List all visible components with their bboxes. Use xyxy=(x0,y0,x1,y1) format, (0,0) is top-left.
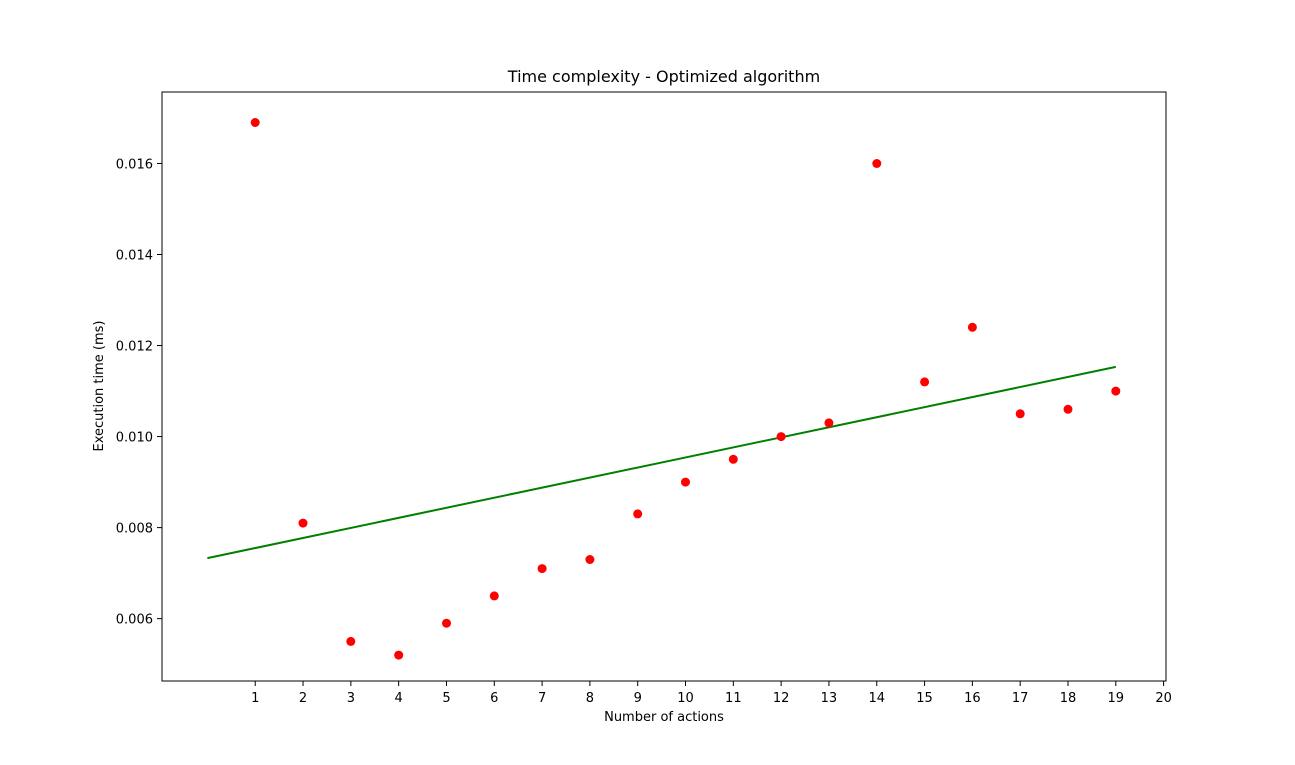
data-point xyxy=(728,454,738,464)
y-tick-label: 0.016 xyxy=(116,157,153,172)
x-tick-label: 6 xyxy=(490,691,498,706)
chart-title: Time complexity - Optimized algorithm xyxy=(507,67,820,86)
data-point xyxy=(298,518,308,528)
x-tick-label: 17 xyxy=(1012,691,1029,706)
y-tick-label: 0.012 xyxy=(116,340,153,355)
x-tick-label: 20 xyxy=(1155,691,1172,706)
data-point xyxy=(1111,386,1121,396)
data-point xyxy=(1063,404,1073,414)
data-point xyxy=(346,636,356,646)
x-tick-label: 4 xyxy=(395,691,403,706)
data-point xyxy=(920,377,930,387)
y-tick-label: 0.008 xyxy=(116,522,153,537)
data-point xyxy=(394,650,404,660)
axes: 1 2 3 4 5 6 7 8 9 10 11 12 13 14 15 16 17 18 19 200.0060.00… xyxy=(116,91,1172,706)
x-tick-label: 18 xyxy=(1060,691,1077,706)
y-tick-label: 0.014 xyxy=(116,248,153,263)
data-point xyxy=(824,418,834,428)
x-tick-label: 9 xyxy=(634,691,642,706)
x-tick-label: 5 xyxy=(442,691,450,706)
y-tick-label: 0.006 xyxy=(116,613,153,628)
data-point xyxy=(489,591,499,601)
data-point xyxy=(1015,409,1025,419)
data-point xyxy=(681,477,690,487)
data-point xyxy=(967,322,977,332)
x-tick-label: 14 xyxy=(868,691,885,706)
x-tick-label: 8 xyxy=(586,691,594,706)
x-tick-label: 2 xyxy=(299,691,307,706)
x-tick-label: 1 xyxy=(251,691,259,706)
x-tick-label: 3 xyxy=(347,691,355,706)
x-axis-label: Number of actions xyxy=(604,710,724,725)
y-tick-label: 0.010 xyxy=(116,431,153,446)
x-tick-label: 12 xyxy=(773,691,790,706)
x-tick-label: 13 xyxy=(821,691,838,706)
data-point xyxy=(633,509,643,519)
x-tick-label: 19 xyxy=(1108,691,1125,706)
data-point xyxy=(585,555,595,564)
axes-frame xyxy=(161,91,1167,682)
x-tick-label: 10 xyxy=(677,691,694,706)
y-axis-label: Execution time (ms) xyxy=(92,320,107,451)
x-tick-label: 15 xyxy=(916,691,933,706)
data-point xyxy=(537,564,547,574)
data-point xyxy=(250,118,260,127)
x-tick-label: 16 xyxy=(964,691,981,706)
x-tick-label: 7 xyxy=(538,691,546,706)
data-point xyxy=(442,618,451,628)
trend-line xyxy=(207,365,1117,560)
data-point xyxy=(872,159,882,168)
plot-area xyxy=(207,118,1121,660)
x-tick-label: 11 xyxy=(725,691,742,706)
data-point xyxy=(776,432,786,442)
